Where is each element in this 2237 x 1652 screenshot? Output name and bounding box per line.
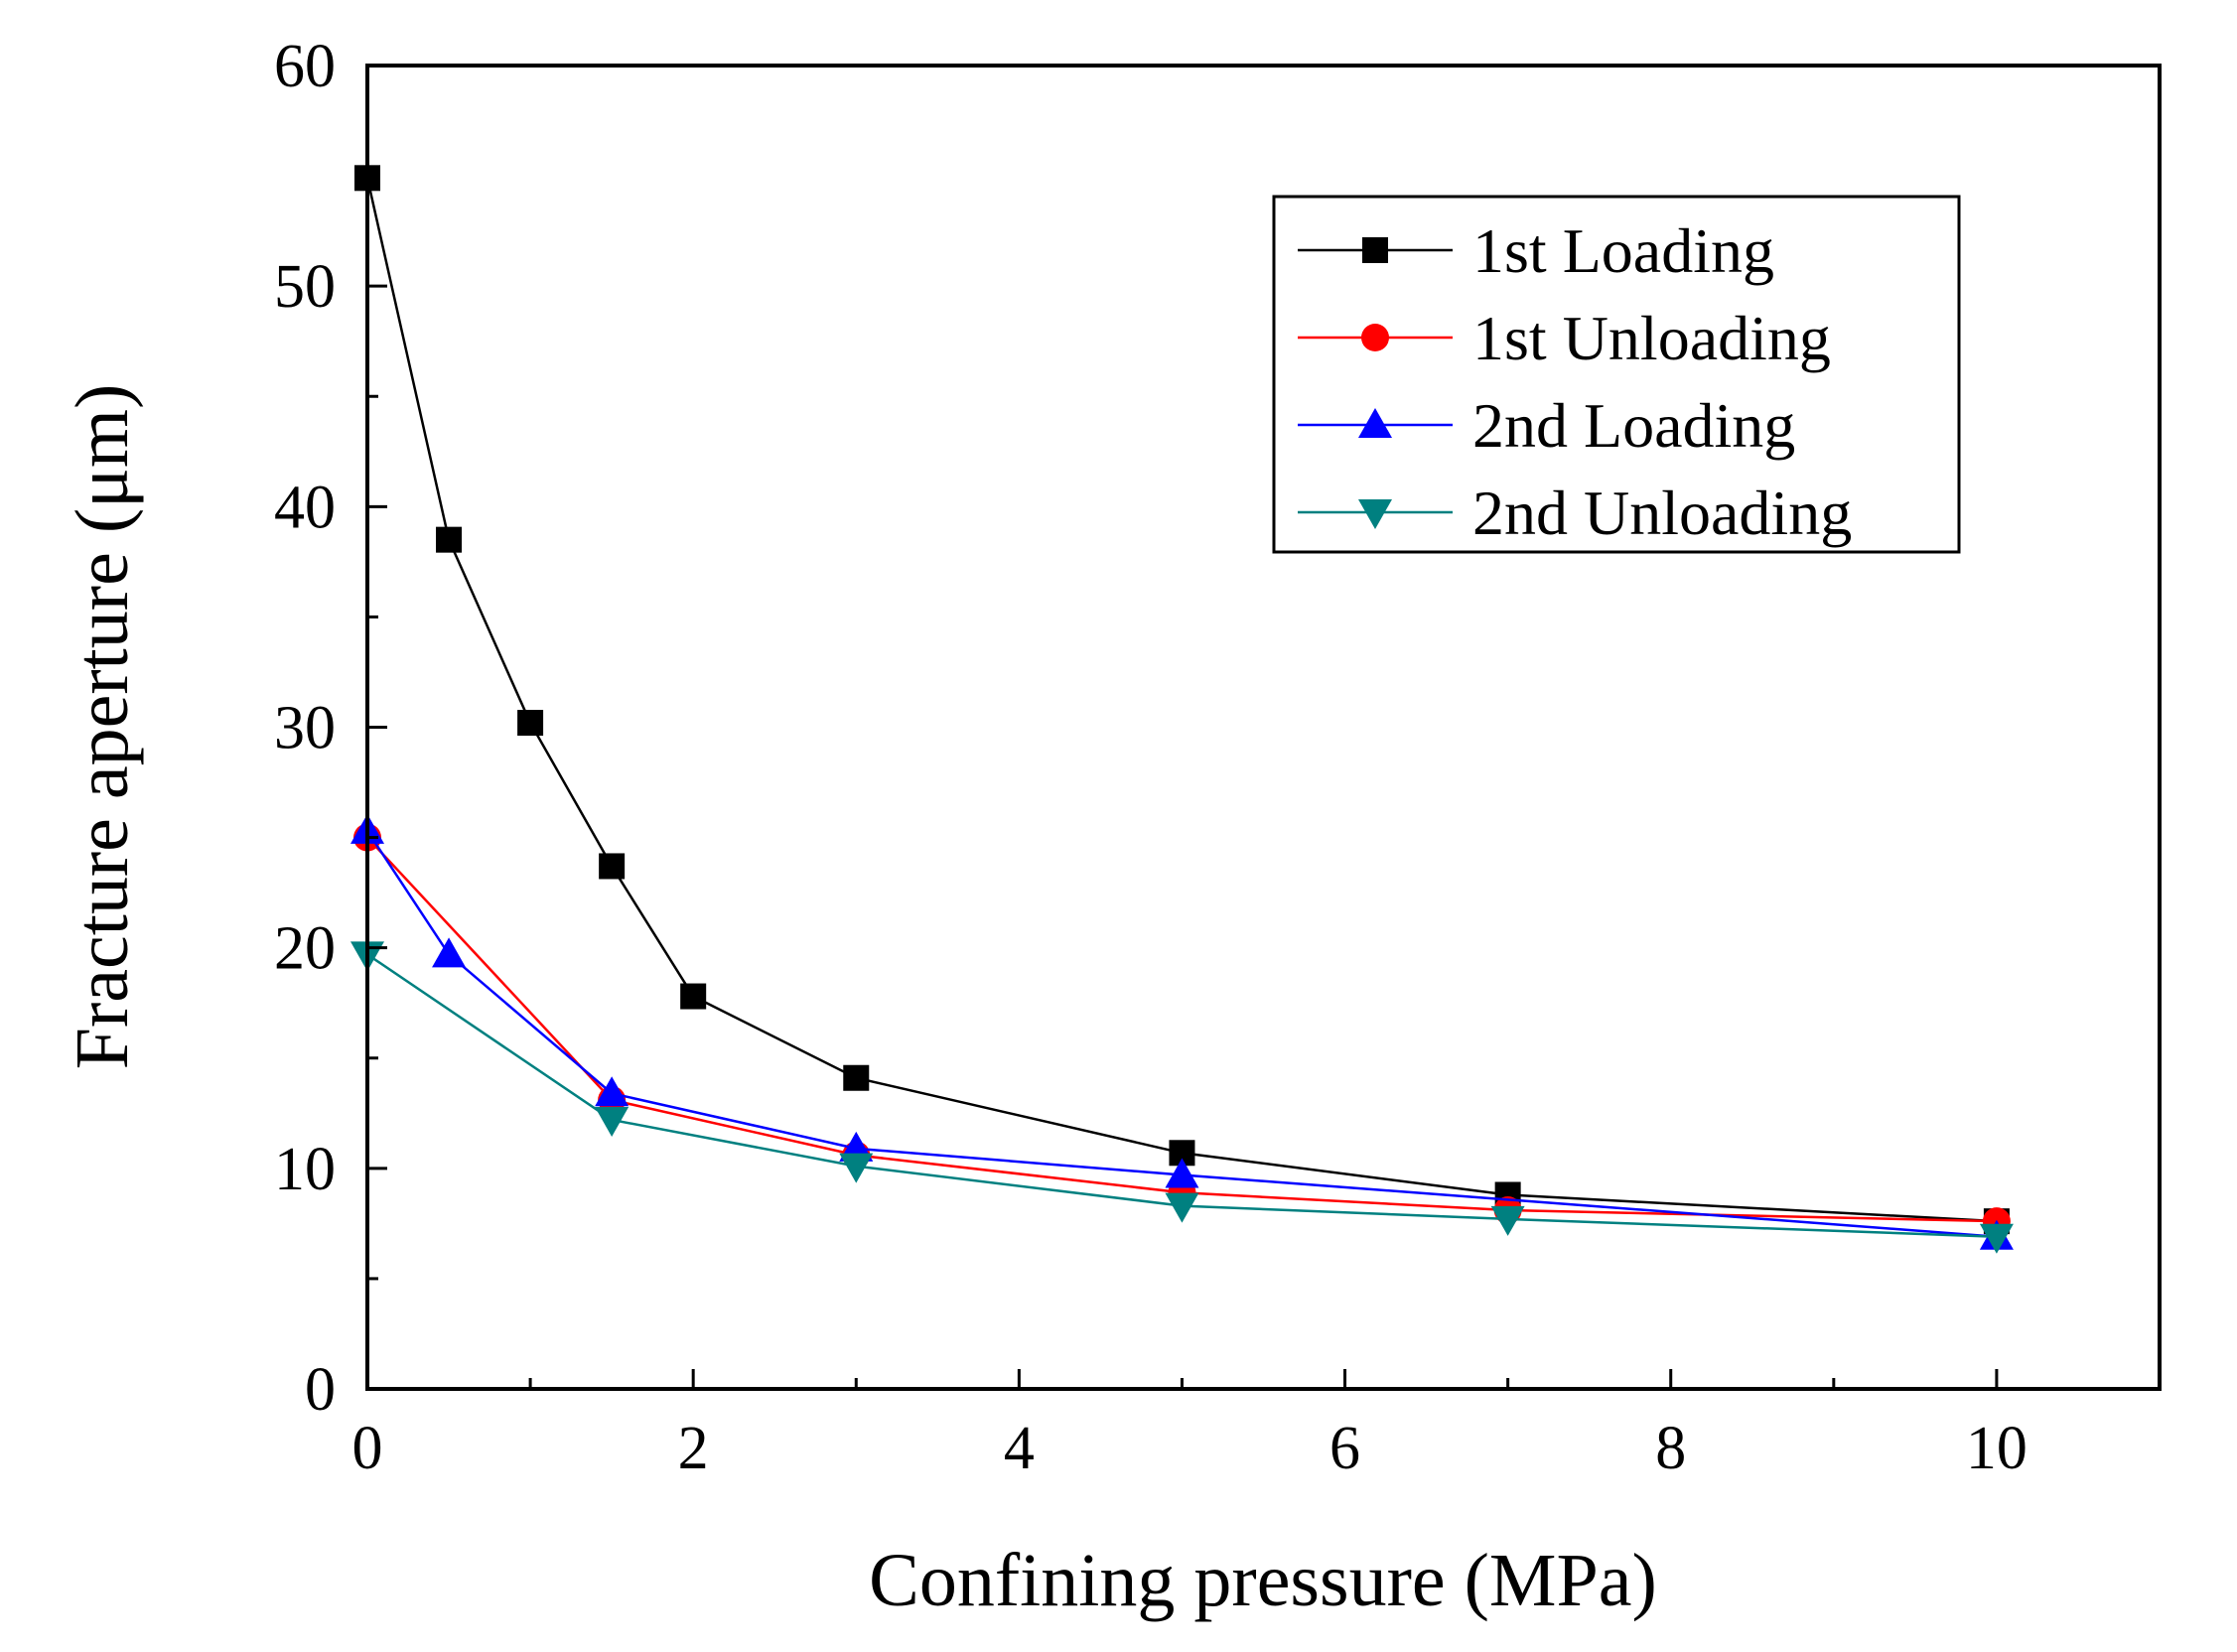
series-2-point bbox=[1165, 1158, 1199, 1188]
legend-marker-0 bbox=[1362, 237, 1388, 263]
x-tick-label: 6 bbox=[1329, 1415, 1360, 1482]
x-tick-label: 8 bbox=[1655, 1415, 1686, 1482]
series-3-point bbox=[1979, 1223, 2014, 1254]
series-0-point bbox=[599, 853, 626, 880]
y-tick-label: 10 bbox=[274, 1136, 336, 1203]
series-3-point bbox=[1490, 1205, 1525, 1236]
series-0-point bbox=[680, 983, 707, 1010]
series-0-point bbox=[843, 1064, 870, 1091]
y-tick-label: 60 bbox=[274, 33, 336, 100]
series-line-1 bbox=[366, 836, 1997, 1223]
series-line-3 bbox=[366, 953, 1997, 1238]
y-tick-label: 50 bbox=[274, 253, 336, 321]
y-tick-label: 0 bbox=[305, 1356, 336, 1424]
x-tick-label: 2 bbox=[678, 1415, 709, 1482]
y-axis-label: Fracture aperture (μm) bbox=[61, 384, 144, 1070]
x-tick-label: 0 bbox=[352, 1415, 383, 1482]
series-0-point bbox=[436, 526, 463, 553]
axes-layer: 0 10 20 30 40 50 60 0 2 4 6 8 10 bbox=[274, 33, 2027, 1482]
series-3-point bbox=[839, 1153, 874, 1183]
legend-label-0: 1st Loading bbox=[1472, 215, 1774, 286]
series-3-point bbox=[595, 1106, 629, 1137]
legend-label-1: 1st Unloading bbox=[1472, 303, 1831, 373]
series-3-point bbox=[1165, 1192, 1199, 1223]
y-tick-label: 20 bbox=[274, 915, 336, 983]
x-tick-label: 10 bbox=[1966, 1415, 2027, 1482]
series-line-2 bbox=[365, 830, 1998, 1238]
y-tick-label: 30 bbox=[274, 695, 336, 762]
series-2-point bbox=[432, 937, 467, 968]
y-tick-label: 40 bbox=[274, 474, 336, 541]
legend-marker-3 bbox=[1358, 499, 1392, 529]
legend-label-3: 2nd Unloading bbox=[1472, 478, 1852, 548]
legend-marker-2 bbox=[1358, 408, 1392, 438]
series-0-point bbox=[517, 710, 544, 737]
x-tick-label: 4 bbox=[1004, 1415, 1035, 1482]
legend-label-2: 2nd Loading bbox=[1472, 390, 1795, 461]
legend: 1st Loading 1st Unloading 2nd Loading 2nd U… bbox=[1272, 195, 1961, 554]
x-axis-label: Confining pressure (MPa) bbox=[869, 1539, 1657, 1622]
legend-marker-1 bbox=[1361, 324, 1389, 351]
plot-layer bbox=[350, 165, 2014, 1254]
series-2-point bbox=[595, 1076, 629, 1107]
